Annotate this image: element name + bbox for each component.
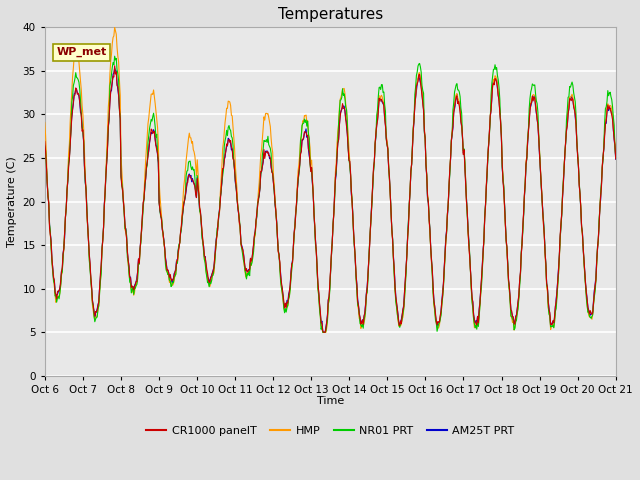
Y-axis label: Temperature (C): Temperature (C) bbox=[7, 156, 17, 247]
Text: WP_met: WP_met bbox=[56, 47, 106, 58]
Legend: CR1000 panelT, HMP, NR01 PRT, AM25T PRT: CR1000 panelT, HMP, NR01 PRT, AM25T PRT bbox=[142, 421, 518, 440]
X-axis label: Time: Time bbox=[317, 396, 344, 406]
Title: Temperatures: Temperatures bbox=[278, 7, 383, 22]
